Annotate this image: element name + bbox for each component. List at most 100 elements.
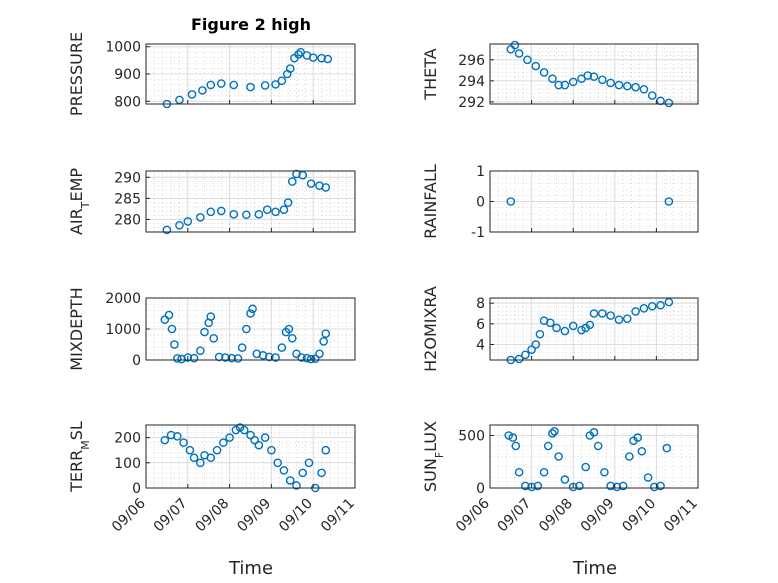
data-point [248,304,257,314]
y-tick-label: -1 [471,225,485,241]
data-point [533,481,543,491]
data-point [639,304,649,313]
data-point [514,49,524,58]
data-point [306,354,316,364]
y-tick-label: 0 [476,195,485,211]
y-tick-label: 285 [114,191,141,207]
data-point [568,77,578,87]
x-axis-label-right: Time [572,558,617,579]
data-point [175,95,184,105]
x-tick-label: 09/08 [193,496,233,536]
subplot-theta: 292 294 296 THETA [421,40,699,111]
data-point [631,307,640,316]
data-point [189,353,199,363]
data-point [548,429,557,438]
data-point [196,458,205,468]
data-point [233,354,243,363]
data-point [323,54,333,64]
data-point [514,467,524,477]
data-point [216,206,226,216]
axes-box [489,297,699,361]
data-point [643,473,653,482]
data-point [164,310,174,320]
y-tick-label: 500 [458,429,485,445]
data-point [639,84,649,94]
x-tick-label: 09/10 [619,496,659,536]
data-point [306,179,316,188]
data-point [173,354,182,363]
x-tick-label: 09/07 [495,496,535,536]
data-point [242,210,251,220]
data-point [585,320,595,330]
data-point [294,50,303,59]
y-tick-label: 290 [114,170,141,186]
data-point [260,81,270,90]
data-point [554,452,563,461]
data-point [317,53,326,63]
data-point [285,64,295,73]
data-point [589,428,599,437]
data-point [277,343,287,352]
data-point [267,445,276,455]
data-point [647,301,657,311]
data-point [287,177,297,186]
data-point [254,440,264,450]
data-point [315,349,324,359]
data-point [560,326,570,336]
data-point [664,197,674,206]
data-point [535,329,545,339]
y-tick-label: 800 [114,94,141,110]
data-point [246,309,255,318]
data-point [622,81,632,91]
y-tick-label: 1000 [105,322,141,338]
data-point [302,353,312,363]
y-tick-label: 1000 [105,40,141,56]
x-tick-label: 09/06 [109,495,149,535]
y-axis-label: H2OMIXRA [421,286,440,372]
data-point [254,210,264,219]
data-point [283,198,293,207]
data-point [511,441,521,451]
data-point [216,79,226,88]
subplot-h2omixra: 4 6 8 H2OMIXRA [421,286,699,372]
data-point [262,205,272,215]
y-tick-label: 100 [114,456,141,472]
data-point [568,482,578,492]
y-tick-label: 1 [476,164,485,180]
data-point [514,354,524,364]
data-point [298,170,308,180]
data-point [506,197,516,206]
data-point [539,467,549,477]
data-point [321,445,331,455]
data-point [527,345,536,354]
data-point [189,453,199,463]
y-axis-label: THETA [421,48,440,100]
data-point [219,438,228,447]
data-point [600,467,609,477]
data-point [260,433,270,442]
data-point [287,333,297,343]
data-point [504,431,514,440]
x-tick-label: 09/08 [536,496,576,536]
data-point [531,61,541,71]
x-tick-label: 09/09 [234,496,274,536]
data-point [606,311,615,320]
data-point [606,481,615,491]
x-tick-label: 09/11 [661,496,701,536]
data-point [589,72,599,81]
data-point [508,433,518,442]
data-point [568,321,578,331]
data-point [297,353,306,362]
data-point [618,481,628,491]
data-point [206,80,216,90]
y-axis-label: RAINFALL [421,164,440,239]
data-point [231,425,241,435]
y-tick-label: 292 [458,95,485,111]
data-point [637,446,647,456]
y-tick-label: 6 [476,317,485,333]
data-point [583,71,593,80]
y-tick-label: 296 [458,53,485,69]
y-tick-label: 900 [114,67,141,83]
data-point [200,327,209,337]
y-axis-label: PRESSURE [67,32,86,116]
